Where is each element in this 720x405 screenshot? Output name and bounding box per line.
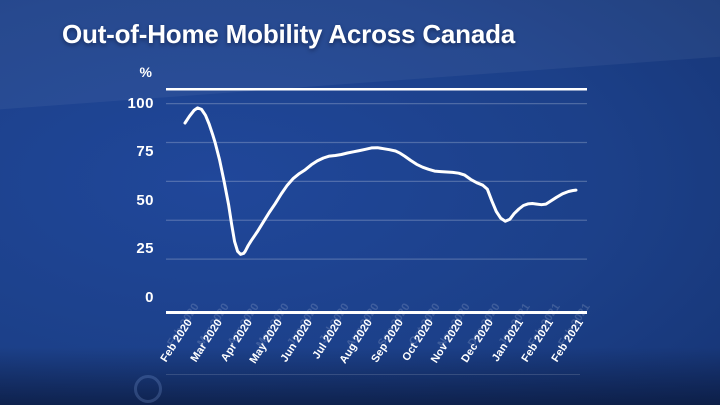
x-axis-underline — [166, 374, 580, 375]
chart-title: Out-of-Home Mobility Across Canada — [62, 19, 516, 49]
background-watermark-ring — [134, 375, 162, 403]
y-tick-label: 75 — [136, 143, 154, 161]
mobility-line-series — [183, 106, 578, 256]
y-tick-label: 100 — [127, 94, 154, 112]
y-axis-unit-label: % — [139, 64, 152, 80]
line-chart-plot — [166, 88, 587, 314]
y-tick-label: 25 — [136, 240, 154, 258]
y-tick-label: 0 — [145, 289, 154, 306]
y-tick-label: 50 — [136, 191, 154, 209]
